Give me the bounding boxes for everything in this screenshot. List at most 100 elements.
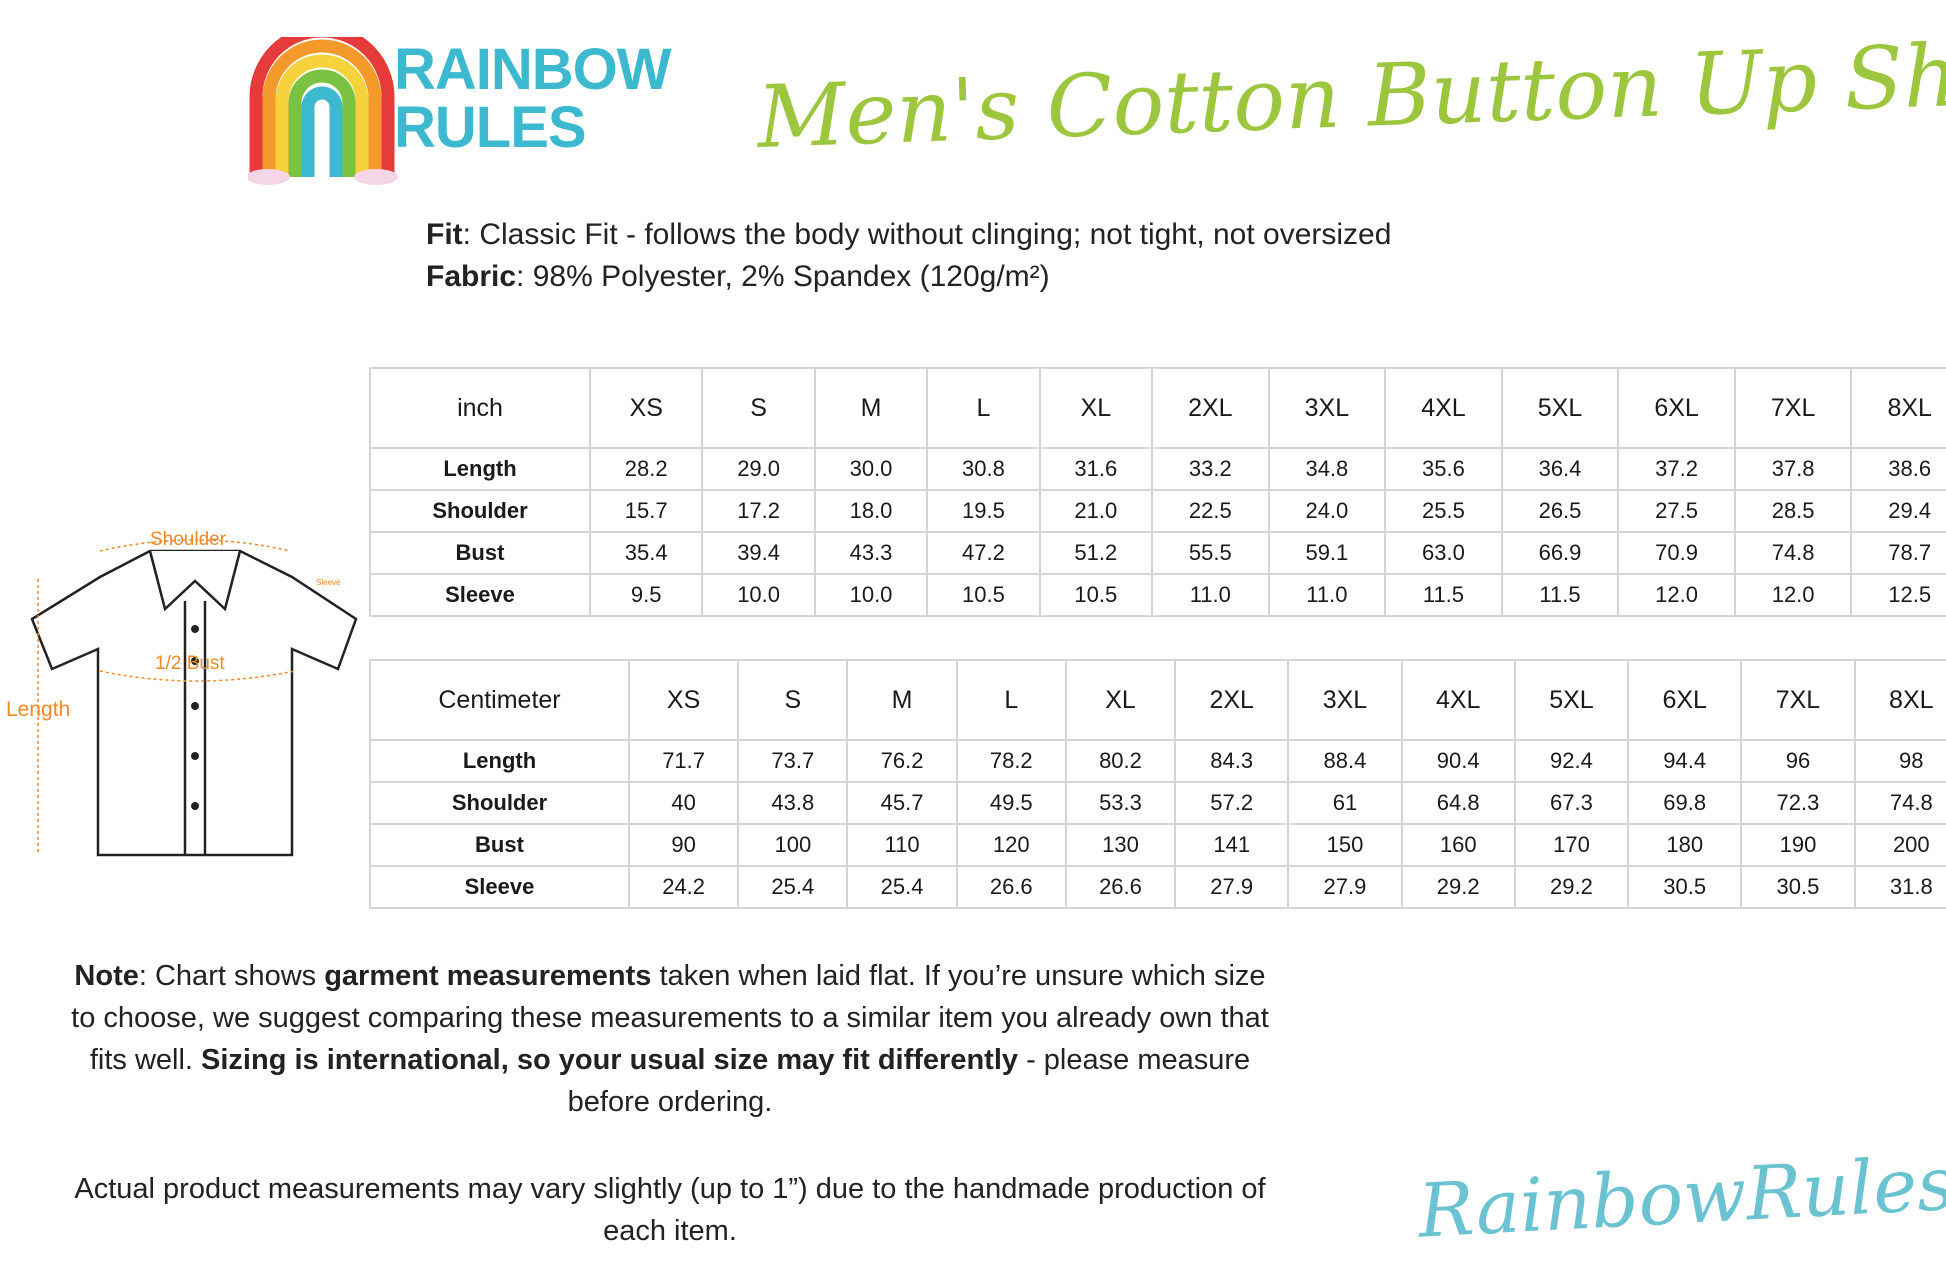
product-specs: Fit: Classic Fit - follows the body with… (426, 214, 1391, 298)
measurement-cell: 40 (627, 781, 740, 825)
measurement-cell: 78.2 (955, 739, 1067, 783)
measurement-cell: 10.5 (1038, 573, 1154, 617)
measurement-cell: 55.5 (1151, 531, 1270, 575)
measurement-cell: 29.2 (1400, 865, 1516, 909)
table-row: Length 71.7 73.7 76.2 78.2 80.2 84.3 88.4 90.4 92… (369, 739, 1946, 783)
measurement-cell: 47.2 (926, 531, 1041, 575)
measurement-cell: 22.5 (1151, 489, 1270, 533)
measurement-cell: 170 (1513, 823, 1630, 867)
size-header: 4XL (1384, 367, 1503, 449)
fabric-line: Fabric: 98% Polyester, 2% Spandex (120g/… (426, 256, 1391, 298)
website-link[interactable]: RainbowRules.com (1416, 1131, 1946, 1255)
note-text: taken when laid flat. If you’re unsure w… (71, 960, 1269, 1076)
measurement-cell: 69.8 (1627, 781, 1743, 825)
measurement-cell: 78.7 (1850, 531, 1946, 575)
measurement-cell: 24.2 (627, 865, 740, 909)
bust-label: 1/2 Bust (155, 653, 225, 674)
measurement-cell: 29.2 (1513, 865, 1630, 909)
note-label: Note (74, 960, 139, 992)
measurement-cell: 90.4 (1400, 739, 1516, 783)
size-header: 5XL (1500, 367, 1620, 449)
row-label: Length (369, 739, 630, 783)
measurement-cell: 15.7 (588, 489, 704, 533)
measurement-cell: 35.4 (588, 531, 704, 575)
measurement-cell: 74.8 (1853, 781, 1946, 825)
size-header: 7XL (1733, 367, 1853, 449)
size-header: XL (1038, 367, 1154, 449)
measurement-cell: 98 (1853, 739, 1946, 783)
measurement-cell: 37.8 (1733, 447, 1853, 491)
row-label: Bust (369, 531, 591, 575)
measurement-cell: 35.6 (1384, 447, 1503, 491)
size-header: 8XL (1850, 367, 1946, 449)
row-label: Sleeve (369, 573, 591, 617)
fabric-label: Fabric (426, 260, 517, 293)
measurement-cell: 84.3 (1174, 739, 1290, 783)
table-row: Shoulder 40 43.8 45.7 49.5 53.3 57.2 61 64.8 67.3… (369, 781, 1946, 825)
measurement-cell: 90 (627, 823, 740, 867)
measurement-cell: 180 (1627, 823, 1743, 867)
measurement-cell: 26.6 (955, 865, 1067, 909)
measurement-cell: 73.7 (737, 739, 849, 783)
fabric-value: : 98% Polyester, 2% Spandex (120g/m²) (516, 260, 1050, 293)
cm-header-row: Centimeter XS S M L XL 2XL 3XL 4XL 5XL 6XL 7XL 8XL (369, 659, 1946, 741)
measurement-cell: 49.5 (955, 781, 1067, 825)
measurement-cell: 27.5 (1617, 489, 1736, 533)
measurement-cell: 30.8 (926, 447, 1041, 491)
measurement-cell: 94.4 (1627, 739, 1743, 783)
inch-header-row: inch XS S M L XL 2XL 3XL 4XL 5XL 6XL 7XL 8XL (369, 367, 1946, 449)
measurement-cell: 70.9 (1617, 531, 1736, 575)
length-label: Length (6, 698, 70, 721)
cm-size-table: Centimeter XS S M L XL 2XL 3XL 4XL 5XL 6XL 7XL 8XL L… (369, 659, 1946, 909)
measurement-cell: 31.6 (1038, 447, 1154, 491)
measurement-cell: 12.5 (1850, 573, 1946, 617)
unit-header: inch (369, 367, 591, 449)
measurement-cell: 64.8 (1400, 781, 1516, 825)
measurement-cell: 96 (1740, 739, 1856, 783)
rainbow-rules-logo: RAINBOW RULES (246, 24, 672, 185)
measurement-cell: 19.5 (926, 489, 1041, 533)
size-header: L (926, 367, 1041, 449)
size-header: M (813, 367, 929, 449)
measurement-cell: 160 (1400, 823, 1516, 867)
measurement-cell: 29.4 (1850, 489, 1946, 533)
measurement-cell: 100 (737, 823, 849, 867)
measurement-cell: 12.0 (1617, 573, 1736, 617)
measurement-cell: 43.8 (737, 781, 849, 825)
rainbow-logo-icon (246, 24, 398, 185)
table-row: Sleeve 9.5 10.0 10.0 10.5 10.5 11.0 11.0 11.5 11.… (369, 573, 1946, 617)
size-header: XS (588, 367, 704, 449)
size-header: L (955, 659, 1067, 741)
table-row: Bust 90 100 110 120 130 141 150 160 170 180 190 200 (369, 823, 1946, 867)
measurement-cell: 59.1 (1267, 531, 1387, 575)
measurement-cell: 25.4 (737, 865, 849, 909)
measurement-cell: 141 (1174, 823, 1290, 867)
measurement-cell: 53.3 (1064, 781, 1177, 825)
inch-size-table: inch XS S M L XL 2XL 3XL 4XL 5XL 6XL 7XL 8XL Length 2… (369, 367, 1946, 617)
size-header: S (701, 367, 816, 449)
shirt-diagram: Shoulder 1/2 Bust Length Sleeve (6, 529, 358, 857)
measurement-cell: 80.2 (1064, 739, 1177, 783)
measurement-cell: 34.8 (1267, 447, 1387, 491)
measurement-cell: 110 (846, 823, 958, 867)
table-row: Shoulder 15.7 17.2 18.0 19.5 21.0 22.5 24.0 25.5… (369, 489, 1946, 533)
measurement-cell: 67.3 (1513, 781, 1630, 825)
fit-label: Fit (426, 218, 463, 251)
measurement-cell: 29.0 (701, 447, 816, 491)
measurement-cell: 51.2 (1038, 531, 1154, 575)
measurement-cell: 17.2 (701, 489, 816, 533)
size-header: M (846, 659, 958, 741)
note-text: : Chart shows (138, 960, 325, 992)
measurement-cell: 18.0 (813, 489, 929, 533)
measurement-cell: 36.4 (1500, 447, 1620, 491)
note-bold: Sizing is international, so your usual s… (201, 1044, 1019, 1076)
shoulder-label: Shoulder (150, 529, 227, 550)
measurement-cell: 27.9 (1287, 865, 1403, 909)
measurement-cell: 30.5 (1740, 865, 1856, 909)
measurement-cell: 30.0 (813, 447, 929, 491)
table-row: Bust 35.4 39.4 43.3 47.2 51.2 55.5 59.1 63.0 66.9… (369, 531, 1946, 575)
measurement-cell: 76.2 (846, 739, 958, 783)
measurement-cell: 43.3 (813, 531, 929, 575)
measurement-cell: 10.0 (813, 573, 929, 617)
size-header: 3XL (1287, 659, 1403, 741)
